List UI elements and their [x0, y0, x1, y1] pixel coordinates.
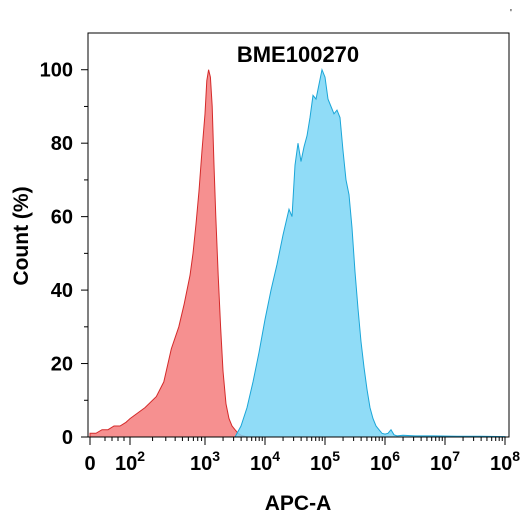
y-tick-label: 20 [51, 354, 73, 376]
y-tick-label: 80 [51, 133, 73, 155]
x-tick-label: 108 [490, 448, 520, 475]
histogram-series-0 [89, 69, 248, 438]
corner-mark: ' [510, 8, 512, 19]
histogram-series-1 [234, 67, 506, 438]
x-tick-label: 106 [370, 448, 400, 475]
x-tick-label: 103 [190, 448, 220, 475]
y-tick-label: 100 [40, 60, 73, 82]
chart-title: BME100270 [237, 42, 359, 67]
y-tick-label: 40 [51, 280, 73, 302]
x-tick-label: 105 [310, 448, 340, 475]
x-tick-label: 0 [84, 453, 95, 475]
y-tick-label: 0 [62, 427, 73, 449]
x-tick-label: 102 [115, 448, 145, 475]
y-tick-label: 60 [51, 207, 73, 229]
plot-frame [87, 32, 510, 438]
y-axis-label: Count (%) [10, 186, 33, 285]
x-axis-label: APC-A [265, 492, 332, 515]
x-tick-label: 107 [430, 448, 460, 475]
x-tick-label: 104 [250, 448, 280, 475]
series-layer [89, 67, 506, 438]
